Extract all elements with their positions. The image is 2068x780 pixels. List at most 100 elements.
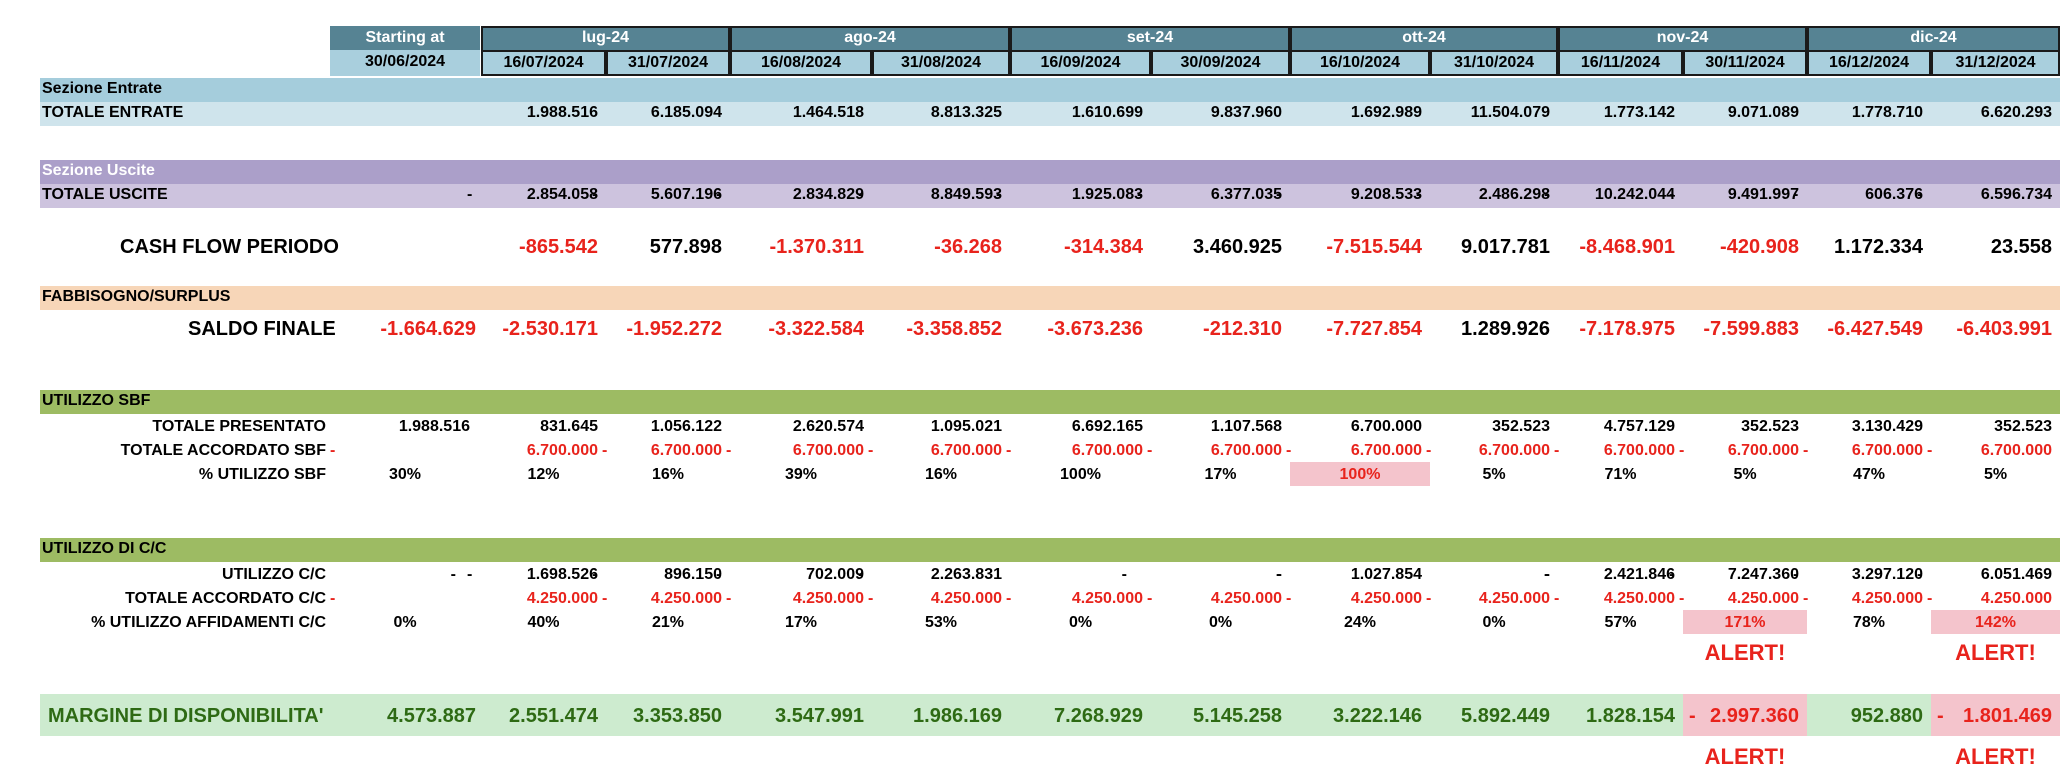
- saldo-value-6: -7.727.854: [1326, 318, 1422, 340]
- sbf-presentato-7: 352.523: [1492, 418, 1550, 435]
- cc-pct-3: 53%: [924, 614, 958, 631]
- cc-accordato-dash-10: -: [1927, 590, 1933, 607]
- cc-pct-6: 24%: [1343, 614, 1377, 631]
- starting-date-text: 30/06/2024: [364, 53, 446, 70]
- date-header-text: 16/10/2024: [1319, 54, 1401, 71]
- sbf-accordato-6: 6.700.000: [1350, 442, 1422, 459]
- saldo-finale-label: SALDO FINALE: [188, 318, 336, 340]
- sbf-presentato-10: 3.130.429: [1851, 418, 1923, 435]
- sbf-accordato-3: 6.700.000: [930, 442, 1002, 459]
- sbf-accordato-dash-9: -: [1803, 442, 1809, 459]
- margine-value-3: 1.986.169: [913, 705, 1002, 727]
- margine-value-2: 3.547.991: [775, 705, 864, 727]
- cc-pct-9: 171%: [1724, 614, 1766, 631]
- month-header-3: ott-24: [1290, 26, 1558, 50]
- uscite-dash-7: -: [1416, 186, 1422, 203]
- sbf-presentato-2: 2.620.574: [792, 418, 864, 435]
- sbf-presentato-3: 1.095.021: [930, 418, 1002, 435]
- cc-accordato-5: 4.250.000: [1210, 590, 1282, 607]
- month-header-1: ago-24: [730, 26, 1010, 50]
- saldo-value-11: -6.403.991: [1956, 318, 2052, 340]
- sbf-section-band: [40, 390, 2060, 414]
- cc-section-label: UTILIZZO DI C/C: [42, 540, 167, 557]
- cc-accordato-0: 4.250.000: [526, 590, 598, 607]
- margine-dash-9: -: [1689, 705, 1696, 727]
- margine-value-8: 1.828.154: [1586, 705, 1675, 727]
- uscite-value-11: 6.596.734: [1980, 186, 2052, 203]
- entrate-section-band: [40, 78, 2060, 102]
- date-header-text: 31/07/2024: [627, 54, 709, 71]
- cc-utilizzo-dash-11: -: [1917, 566, 1923, 583]
- date-header-1: 31/07/2024: [606, 50, 730, 76]
- date-header-10: 16/12/2024: [1807, 50, 1931, 76]
- cc-pct-highlight-nov: [1683, 610, 1807, 634]
- sbf-accordato-dash-10: -: [1927, 442, 1933, 459]
- cash-flow-value-6: -7.515.544: [1326, 236, 1422, 258]
- date-header-3: 31/08/2024: [872, 50, 1010, 76]
- sbf-pct-6: 100%: [1339, 466, 1381, 483]
- cash-flow-label: CASH FLOW PERIODO: [120, 236, 339, 258]
- uscite-dash-11: -: [1917, 186, 1923, 203]
- cc-utilizzo-5: -: [1276, 566, 1282, 583]
- sbf-pct-11: 5%: [1983, 466, 2008, 483]
- entrate-value-6: 1.692.989: [1350, 104, 1422, 121]
- month-header-text: dic-24: [1910, 29, 1957, 46]
- sbf-presentato-9: 352.523: [1741, 418, 1799, 435]
- cash-flow-value-10: 1.172.334: [1834, 236, 1923, 258]
- cc-pct-7: 0%: [1482, 614, 1506, 631]
- cash-flow-value-5: 3.460.925: [1193, 236, 1282, 258]
- sbf-accordato-11: 6.700.000: [1980, 442, 2052, 459]
- cc-utilizzo-dash-1: -: [592, 566, 598, 583]
- sbf-presentato-5: 1.107.568: [1210, 418, 1282, 435]
- cc-pct-10: 78%: [1852, 614, 1886, 631]
- alert-margine-dic: ALERT!: [1955, 744, 2036, 769]
- entrate-value-0: 1.988.516: [526, 104, 598, 121]
- cc-accordato-11: 4.250.000: [1980, 590, 2052, 607]
- cc-utilizzo-8: 2.421.846: [1603, 566, 1675, 583]
- cc-accordato-dash-7: -: [1554, 590, 1560, 607]
- sbf-accordato-4: 6.700.000: [1071, 442, 1143, 459]
- sbf-accordato-dash-2: -: [868, 442, 874, 459]
- cc-accordato-dash-3: -: [1006, 590, 1012, 607]
- cash-flow-value-7: 9.017.781: [1461, 236, 1550, 258]
- margine-value-1: 3.353.850: [633, 705, 722, 727]
- entrate-value-9: 9.071.089: [1727, 104, 1799, 121]
- entrate-section-label: Sezione Entrate: [42, 80, 163, 97]
- month-header-text: set-24: [1126, 29, 1174, 46]
- sbf-accordato-10: 6.700.000: [1851, 442, 1923, 459]
- cc-utilizzo-11: 6.051.469: [1980, 566, 2052, 583]
- uscite-value-6: 9.208.533: [1350, 186, 1422, 203]
- sbf-accordato-dash-6: -: [1426, 442, 1432, 459]
- month-header-4: nov-24: [1558, 26, 1807, 50]
- uscite-value-4: 1.925.083: [1071, 186, 1143, 203]
- sbf-accordato-dash-5: -: [1286, 442, 1292, 459]
- sbf-section-label: UTILIZZO SBF: [42, 392, 151, 409]
- cc-utilizzo-dash-2: -: [716, 566, 722, 583]
- cc-pct-2: 17%: [784, 614, 818, 631]
- uscite-dash-2: -: [716, 186, 722, 203]
- date-header-8: 16/11/2024: [1558, 50, 1683, 76]
- sbf-accordato-9: 6.700.000: [1727, 442, 1799, 459]
- cc-accordato-2: 4.250.000: [792, 590, 864, 607]
- date-header-5: 30/09/2024: [1151, 50, 1290, 76]
- month-header-text: nov-24: [1656, 29, 1709, 46]
- sbf-pct-4: 100%: [1060, 466, 1101, 483]
- uscite-value-5: 6.377.035: [1210, 186, 1282, 203]
- margine-highlight-dic: [1931, 694, 2060, 736]
- alert-cc-dic: ALERT!: [1955, 640, 2036, 665]
- cc-accordato-8: 4.250.000: [1603, 590, 1675, 607]
- date-header-0: 16/07/2024: [481, 50, 606, 76]
- cc-utilizzo-dash-3: -: [858, 566, 864, 583]
- uscite-dash-6: -: [1276, 186, 1282, 203]
- uscite-dash-10: -: [1793, 186, 1799, 203]
- sbf-pct-highlight-ott: [1290, 462, 1430, 486]
- cc-accordato-start-dash: -: [330, 590, 336, 607]
- entrate-value-11: 6.620.293: [1980, 104, 2052, 121]
- fabbisogno-band: [40, 286, 2060, 310]
- cc-pct-5: 0%: [1208, 614, 1233, 631]
- cc-utilizzo-7: -: [1544, 566, 1550, 583]
- uscite-value-10: 606.376: [1865, 186, 1923, 203]
- entrate-value-4: 1.610.699: [1071, 104, 1143, 121]
- cc-utilizzo-10: 3.297.120: [1851, 566, 1923, 583]
- uscite-dash-8: -: [1544, 186, 1550, 203]
